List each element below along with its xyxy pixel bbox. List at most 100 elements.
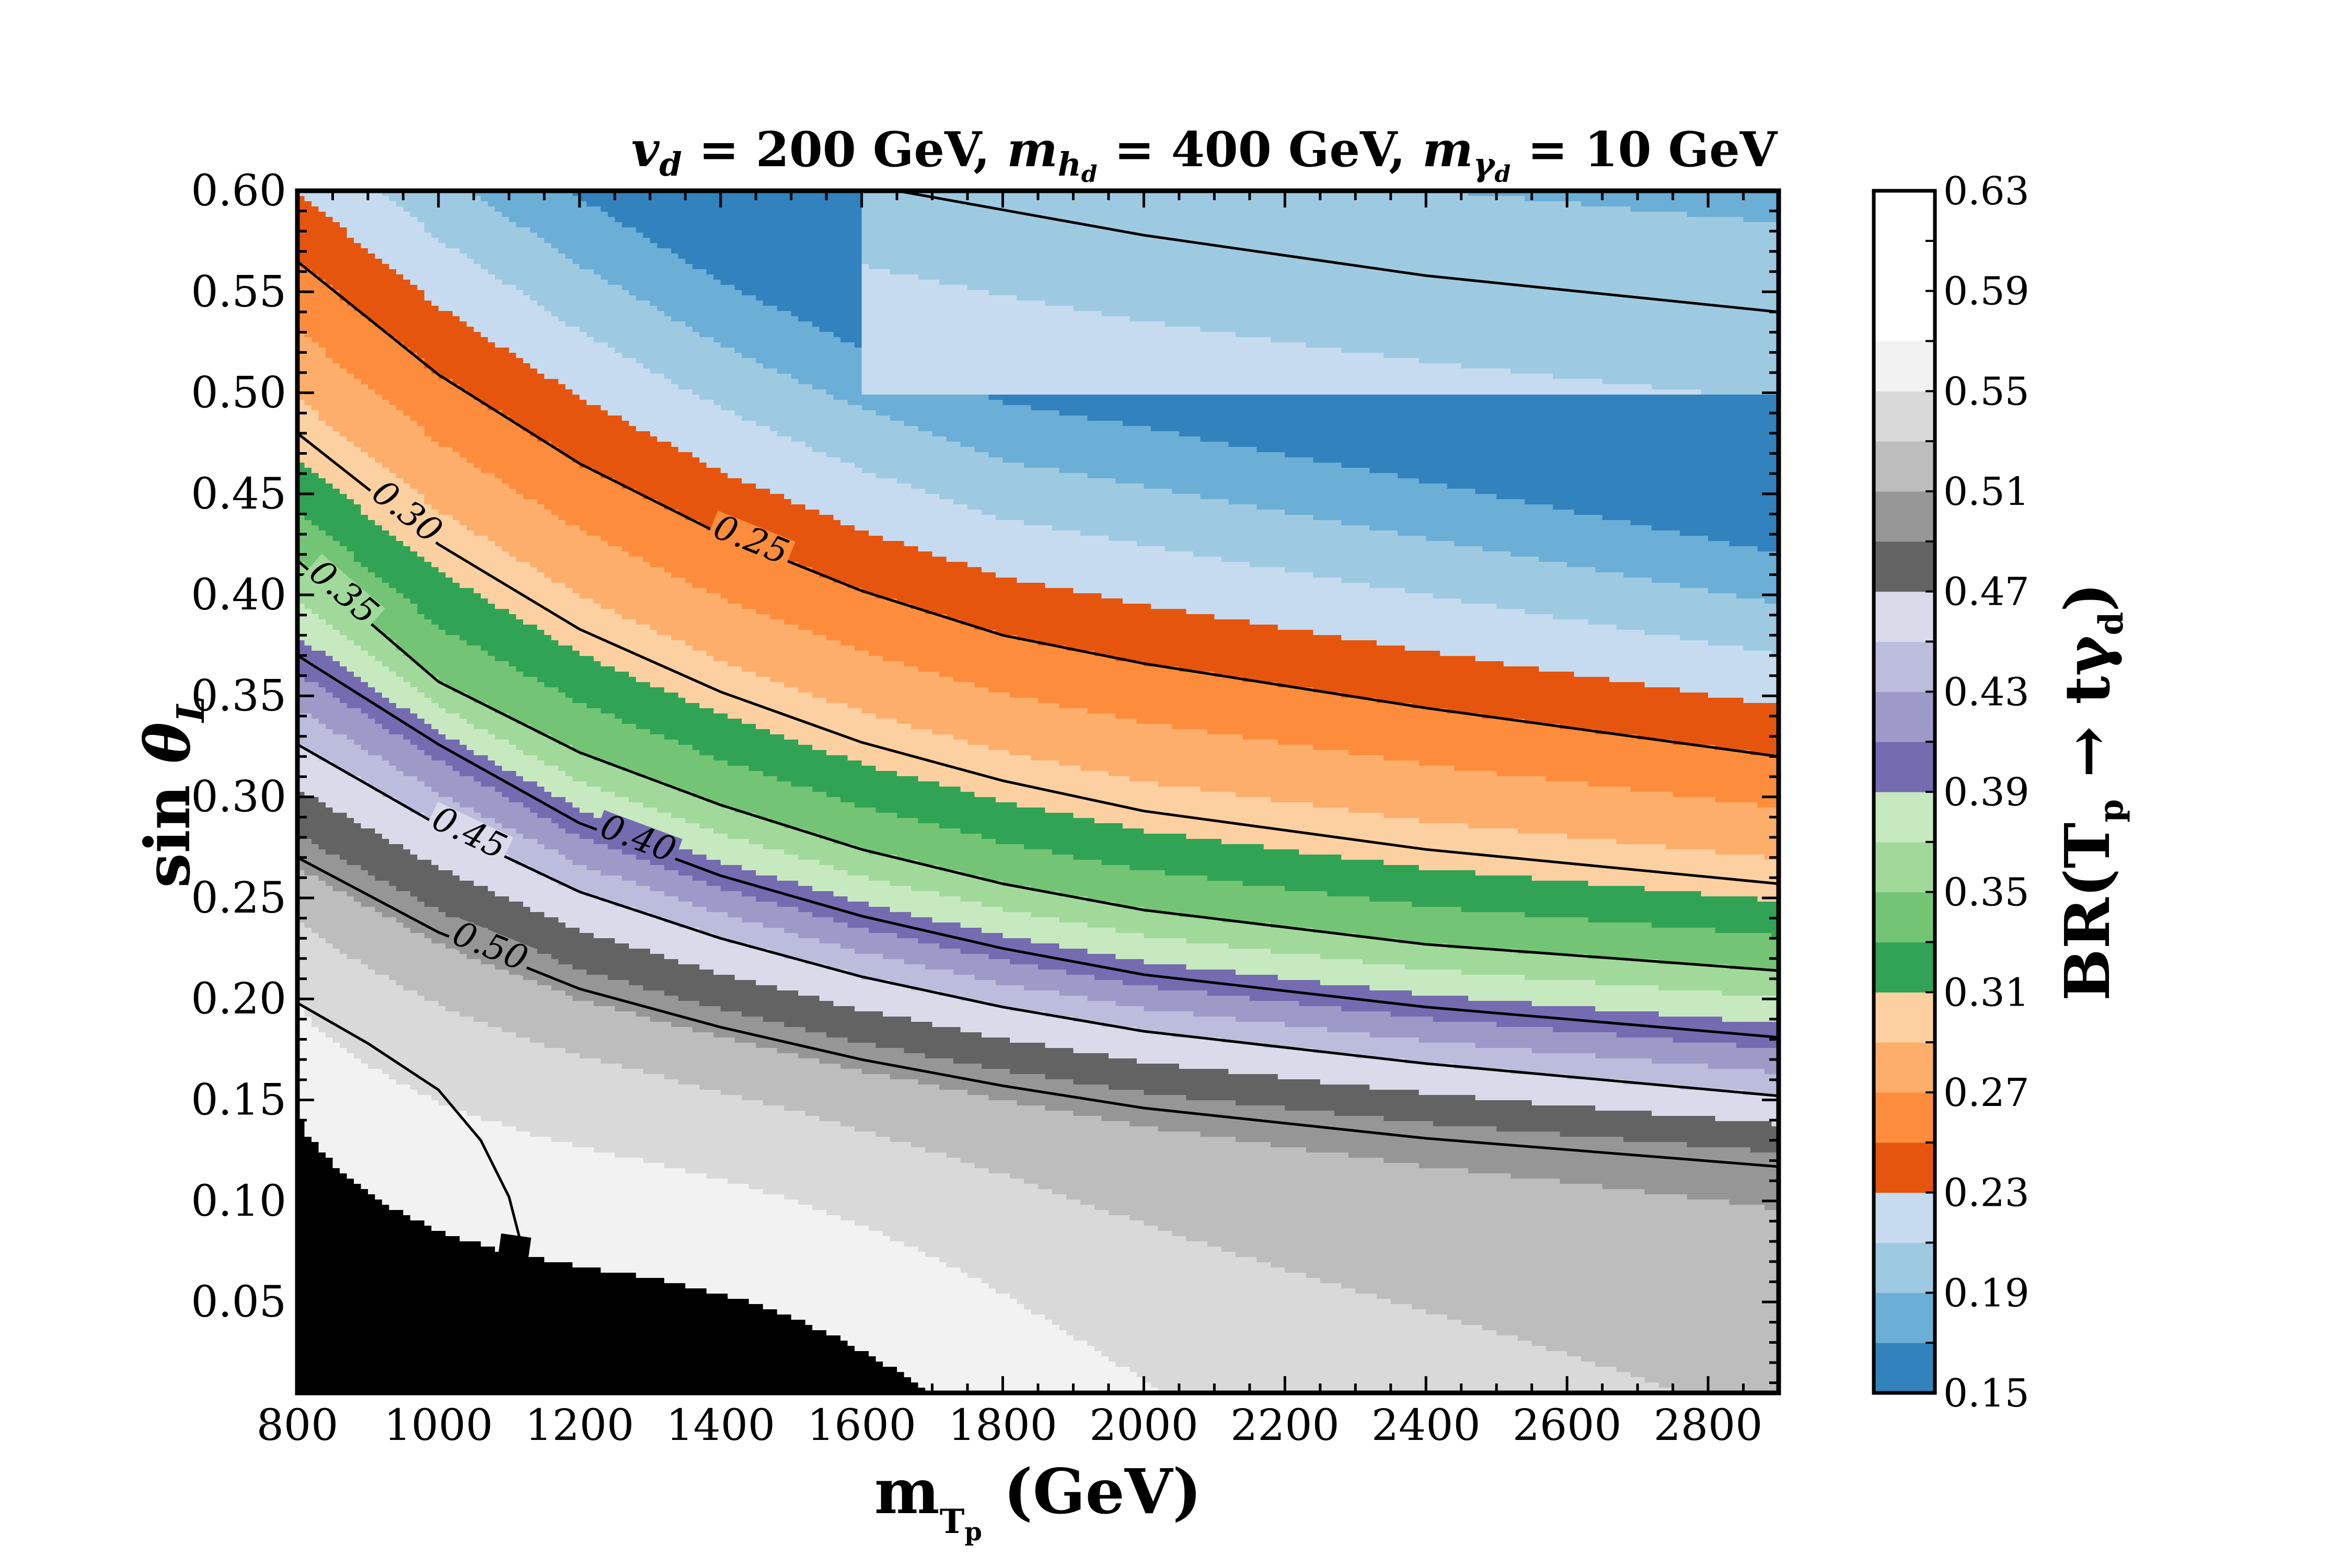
contour-band-cell <box>798 379 862 385</box>
contour-band-cell <box>304 1126 517 1132</box>
contour-band-cell <box>1468 1168 1779 1174</box>
contour-band-cell <box>297 1241 481 1247</box>
contour-band-cell <box>403 1210 827 1216</box>
contour-band-cell <box>1080 766 1455 771</box>
contour-band-cell <box>297 353 326 359</box>
contour-band-cell <box>861 405 1032 411</box>
contour-band-cell <box>988 1283 1342 1289</box>
contour-band-cell <box>601 1267 961 1273</box>
contour-band-cell <box>875 1132 1201 1137</box>
contour-band-cell <box>340 698 390 704</box>
contour-band-cell <box>784 1022 933 1028</box>
contour-band-cell <box>297 844 319 850</box>
contour-band-cell <box>297 1085 411 1090</box>
contour-band-cell <box>304 604 354 609</box>
contour-band-cell <box>805 442 961 447</box>
contour-band-cell <box>297 1132 305 1137</box>
contour-band-cell <box>297 217 333 223</box>
contour-band-cell <box>1285 567 1596 573</box>
contour-band-cell <box>297 938 326 944</box>
contour-band-cell <box>1419 865 1779 871</box>
contour-band-cell <box>565 520 700 526</box>
contour-band-cell <box>1038 640 1377 646</box>
contour-band-cell <box>297 368 348 374</box>
contour-band-cell <box>1129 1215 1779 1221</box>
colorbar-cell <box>1874 491 1935 542</box>
contour-band-cell <box>763 1017 912 1022</box>
contour-band-cell <box>516 828 566 834</box>
contour-band-cell <box>855 844 1024 850</box>
contour-band-cell <box>318 755 383 761</box>
contour-band-cell <box>304 463 383 468</box>
contour-band-cell <box>297 802 326 808</box>
contour-band-cell <box>1468 823 1779 829</box>
contour-band-cell <box>1630 787 1779 792</box>
contour-band-cell <box>297 1283 686 1289</box>
contour-band-cell <box>318 342 404 348</box>
contour-band-cell <box>537 755 594 761</box>
contour-band-cell <box>636 771 764 777</box>
contour-band-cell <box>354 1179 728 1184</box>
contour-band-cell <box>396 536 489 541</box>
contour-band-cell <box>1285 1267 1779 1273</box>
contour-band-cell <box>480 645 573 651</box>
contour-band-cell <box>1200 787 1631 792</box>
contour-band-cell <box>297 1064 368 1069</box>
contour-band-cell <box>982 902 1116 907</box>
contour-band-cell <box>410 416 510 421</box>
contour-band-cell <box>1193 551 1511 557</box>
contour-band-cell <box>494 964 573 970</box>
contour-band-cell <box>1017 1100 1236 1106</box>
contour-band-cell <box>417 855 510 860</box>
contour-band-cell <box>1383 755 1779 761</box>
contour-band-cell <box>833 839 996 845</box>
contour-band-cell <box>1186 938 1399 944</box>
contour-band-cell <box>1426 1309 1779 1315</box>
colorbar-cell <box>1874 992 1935 1043</box>
contour-band-cell <box>982 1032 1173 1038</box>
contour-band-cell <box>1419 358 1779 364</box>
contour-band-cell <box>685 259 862 264</box>
contour-band-cell <box>756 813 897 818</box>
contour-band-cell <box>297 985 404 991</box>
contour-band-cell <box>861 280 940 285</box>
contour-band-cell <box>756 672 940 677</box>
contour-band-cell <box>1066 1194 1688 1200</box>
contour-band-cell <box>861 191 1469 197</box>
contour-band-cell <box>431 672 524 677</box>
contour-band-cell <box>297 855 340 860</box>
colorbar-cell <box>1874 1042 1935 1093</box>
contour-band-cell <box>558 640 686 646</box>
contour-band-cell <box>318 844 404 850</box>
contour-band-cell <box>523 672 629 677</box>
contour-band-cell <box>396 640 467 646</box>
contour-band-cell <box>855 463 1024 468</box>
contour-band-cell <box>629 797 707 803</box>
contour-band-cell <box>1461 598 1765 604</box>
contour-band-cell <box>396 703 439 709</box>
contour-band-cell <box>1002 907 1145 913</box>
contour-band-cell <box>770 426 919 432</box>
contour-band-cell <box>326 531 390 536</box>
contour-band-cell <box>297 1011 305 1017</box>
contour-band-cell <box>297 1006 305 1012</box>
contour-band-cell <box>1327 891 1702 897</box>
contour-band-cell <box>1235 332 1779 338</box>
contour-band-cell <box>756 980 891 986</box>
contour-band-cell <box>1539 666 1779 672</box>
contour-band-cell <box>1341 520 1631 526</box>
contour-band-cell <box>869 902 982 907</box>
contour-band-cell <box>890 269 1779 275</box>
contour-band-cell <box>297 1304 764 1310</box>
contour-band-cell <box>1010 693 1342 698</box>
contour-band-cell <box>382 259 475 264</box>
contour-band-cell <box>480 1116 820 1122</box>
contour-band-cell <box>297 379 362 385</box>
contour-band-cell <box>558 379 672 385</box>
contour-band-cell <box>855 1220 1145 1226</box>
contour-band-cell <box>304 1132 531 1137</box>
contour-band-cell <box>326 802 404 808</box>
contour-band-cell <box>1652 923 1779 928</box>
contour-band-cell <box>375 572 446 578</box>
contour-band-cell <box>389 1205 813 1210</box>
